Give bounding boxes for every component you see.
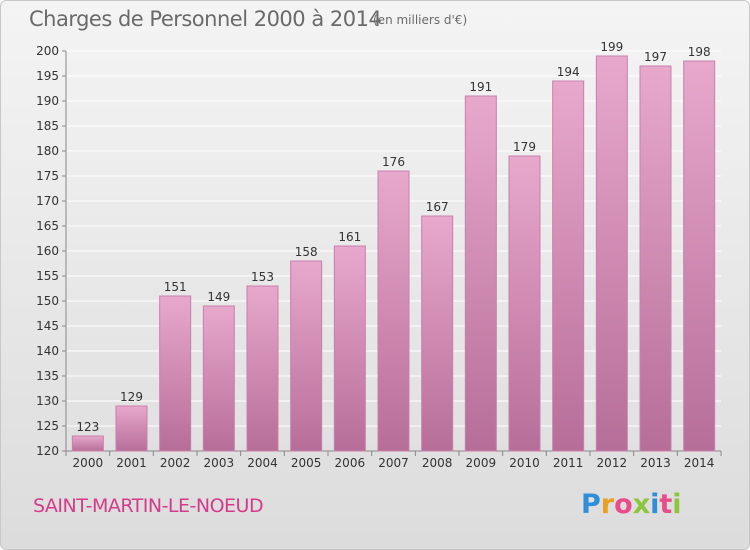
bar-2001: [115, 405, 148, 452]
y-tick-label: 140: [36, 344, 59, 358]
x-tick-label-2010: 2010: [509, 456, 540, 470]
y-tick-label: 175: [36, 169, 59, 183]
y-tick-label: 160: [36, 244, 59, 258]
chart-title: Charges de Personnel 2000 à 2014: [29, 7, 382, 31]
data-label-2001: 129: [120, 390, 143, 404]
bar-2007: [377, 170, 410, 452]
logo-letter: o: [614, 489, 633, 520]
data-label-2013: 197: [644, 50, 667, 64]
y-tick-label: 130: [36, 394, 59, 408]
bar-2003: [202, 305, 235, 452]
bar-2006: [333, 245, 366, 452]
municipality-name: SAINT-MARTIN-LE-NOEUD: [33, 495, 264, 517]
logo-letter: x: [632, 489, 651, 520]
y-tick-label: 195: [36, 69, 59, 83]
x-tick-label-2007: 2007: [378, 456, 409, 470]
proxiti-logo[interactable]: Proxiti: [581, 489, 682, 520]
x-tick-label-2014: 2014: [684, 456, 715, 470]
data-label-2014: 198: [688, 45, 711, 59]
x-tick-labels: 2000 2001 2002 2003 2004 2005 2006 2007 2008 2009…: [65, 451, 722, 470]
x-tick-label-2004: 2004: [247, 456, 278, 470]
x-tick-label-2009: 2009: [466, 456, 497, 470]
y-tick-label: 200: [36, 44, 59, 58]
bar-2002: [159, 295, 192, 452]
data-label-2012: 199: [600, 40, 623, 54]
logo-letter: P: [581, 489, 601, 520]
data-label-2002: 151: [164, 280, 187, 294]
y-tick-label: 190: [36, 94, 59, 108]
x-tick-label-2008: 2008: [422, 456, 453, 470]
x-tick-label-2006: 2006: [335, 456, 366, 470]
data-label-2005: 158: [295, 245, 318, 259]
x-tick-label-2003: 2003: [204, 456, 235, 470]
y-tick-label: 185: [36, 119, 59, 133]
x-tick-label-2001: 2001: [116, 456, 147, 470]
bar-2014: [683, 60, 716, 452]
bar-2009: [464, 95, 497, 452]
y-tick-label: 135: [36, 369, 59, 383]
y-tick-label: 120: [36, 444, 59, 458]
data-label-2009: 191: [469, 80, 492, 94]
x-tick-label-2000: 2000: [73, 456, 104, 470]
data-label-2000: 123: [76, 420, 99, 434]
y-tick-label: 125: [36, 419, 59, 433]
y-tick-label: 170: [36, 194, 59, 208]
data-label-2007: 176: [382, 155, 405, 169]
y-tick-label: 180: [36, 144, 59, 158]
data-label-2008: 167: [426, 200, 449, 214]
bars: [71, 55, 716, 452]
logo-letter: i: [650, 489, 660, 520]
bar-2005: [290, 260, 323, 452]
chart-subtitle: (en milliers d'€): [373, 13, 468, 27]
data-label-2004: 153: [251, 270, 274, 284]
bar-2012: [595, 55, 628, 452]
y-tick-label: 155: [36, 269, 59, 283]
logo-letter: r: [600, 489, 615, 520]
logo-letter: t: [659, 489, 673, 520]
data-label-2011: 194: [557, 65, 580, 79]
bar-2010: [508, 155, 541, 452]
y-tick-label: 165: [36, 219, 59, 233]
y-tick-labels: 120 125 130 135 140 145 150 155 160 165 170 175 180 1…: [36, 44, 66, 458]
data-label-2006: 161: [338, 230, 361, 244]
data-label-2003: 149: [207, 290, 230, 304]
y-tick-label: 145: [36, 319, 59, 333]
x-tick-label-2012: 2012: [597, 456, 628, 470]
bar-2013: [639, 65, 672, 452]
bar-2000: [71, 435, 104, 452]
y-tick-label: 150: [36, 294, 59, 308]
bar-2008: [421, 215, 454, 452]
x-tick-label-2005: 2005: [291, 456, 322, 470]
x-tick-label-2011: 2011: [553, 456, 584, 470]
x-tick-label-2002: 2002: [160, 456, 191, 470]
bar-2011: [552, 80, 585, 452]
data-labels: 123 129 151 149 153 158 161 176 167 191 179 194 199 1…: [76, 40, 710, 434]
x-tick-label-2013: 2013: [640, 456, 671, 470]
data-label-2010: 179: [513, 140, 536, 154]
bar-2004: [246, 285, 279, 452]
logo-letter: i: [672, 489, 682, 520]
